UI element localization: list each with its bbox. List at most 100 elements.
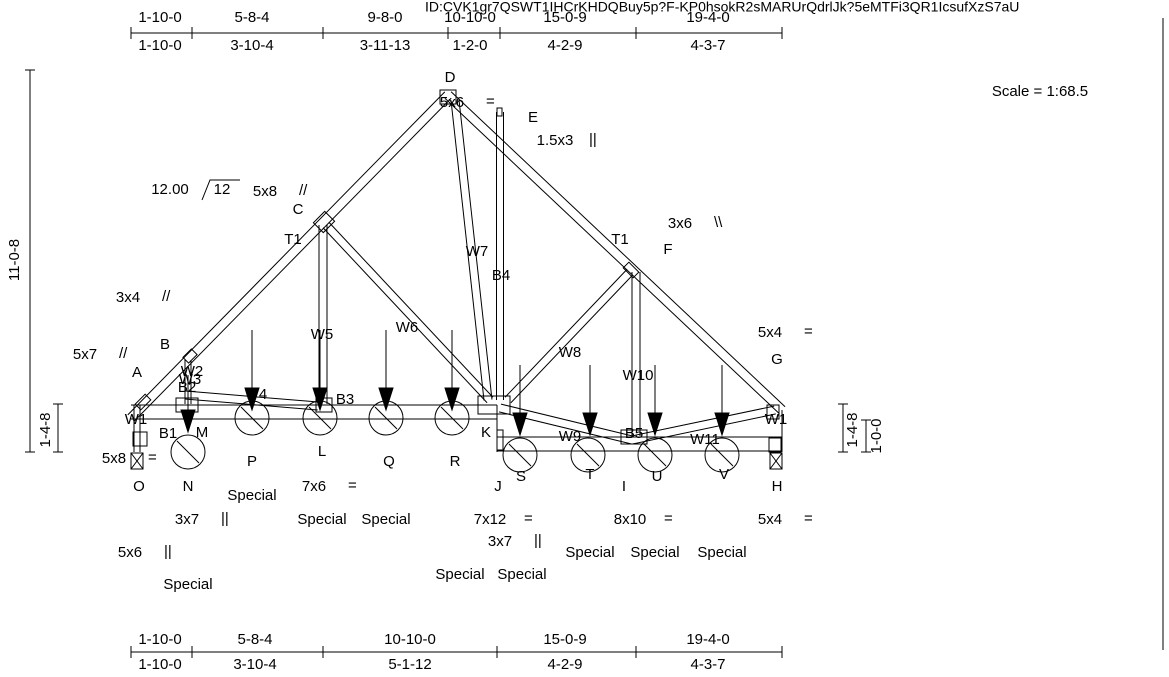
scale-label: Scale = 1:68.5 [992,83,1088,100]
plate-size: 3x7 [488,533,512,550]
load-arrow [181,410,195,432]
pitch-rise: 12.00 [151,181,189,198]
plate [497,430,503,450]
plate-size: 5x8 [253,183,277,200]
member-label: W9 [559,428,582,445]
load-label: Special [361,511,410,528]
dim-label: 1-10-0 [138,37,181,54]
plate [135,394,151,410]
dim-label: 4-2-9 [547,37,582,54]
dim-label: 4-2-9 [547,656,582,673]
plate-size: 5x6 [118,544,142,561]
joint-label: P [247,453,257,470]
dim-label: 3-10-4 [230,37,273,54]
member-label: W11 [690,431,720,448]
dim-label: 4-3-7 [690,656,725,673]
plate-symbol: = [664,510,673,527]
dim-label: 15-0-9 [543,631,586,648]
plate [623,262,639,278]
load-label: Special [697,544,746,561]
load-label: Special [163,576,212,593]
dim-label: 5-8-4 [237,631,272,648]
plate-size: 7x12 [474,511,507,528]
load-label: Special [297,511,346,528]
load-circle [177,441,199,463]
top-chord [451,92,785,407]
plate-size: 8x10 [614,511,647,528]
joint-label: B [160,336,170,353]
member-label: W7 [466,243,489,260]
load-circle [509,444,531,466]
dim-label: 5-1-12 [388,656,431,673]
joint-label: M [196,424,209,441]
member-label: W10 [623,367,654,384]
joint-label: L [318,443,326,460]
top-chord [128,92,445,415]
plate-symbol: || [164,543,172,560]
joint-label: E [528,109,538,126]
member-label: B1 [159,425,177,442]
member-label: B3 [336,391,354,408]
load-circle [577,444,599,466]
dim-label: 1-2-0 [452,37,487,54]
member-label: W8 [559,344,582,361]
load-arrow [445,388,459,410]
dim-label: 1-10-0 [138,9,181,26]
dim-label: 1-4-8 [37,412,54,447]
load-label: Special [630,544,679,561]
plate-size: 5x8 [102,450,126,467]
load-label: Special [227,487,276,504]
dim-label: 19-4-0 [686,631,729,648]
joint-label: T [585,466,594,483]
plate-symbol: = [524,510,533,527]
load-label: Special [565,544,614,561]
plate-symbol: = [148,449,157,466]
plate-symbol: = [348,477,357,494]
dim-label: 3-11-13 [360,37,411,54]
plate-size: 5x7 [73,346,97,363]
joint-label: F [663,241,672,258]
dim-label: 1-4-8 [844,412,861,447]
joint-label: Q [383,453,395,470]
joint-label: V [719,466,729,483]
joint-label: I [622,478,626,495]
member-label: W1 [125,411,148,428]
pitch-run: 12 [214,181,231,198]
load-arrow [379,388,393,410]
plate-size: 3x7 [175,511,199,528]
member-label: W5 [311,326,334,343]
plate-symbol: || [221,510,229,527]
joint-label: U [652,468,663,485]
joint-label: D [445,69,456,86]
joint-label: R [450,453,461,470]
dim-label: 1-10-0 [138,656,181,673]
joint-label: J [494,478,502,495]
plate-symbol: = [804,510,813,527]
load-label: Special [497,566,546,583]
dim-label: 10-10-0 [384,631,436,648]
plate-size: 3x6 [668,215,692,232]
member-label: W1 [765,411,788,428]
plate-symbol: = [486,93,495,110]
load-arrow [513,413,527,435]
dim-label: 11-0-8 [6,239,23,281]
member-label: T1 [611,231,629,248]
plate-size: 5x4 [758,324,782,341]
joint-label: O [133,478,145,495]
joint-label: H [772,478,783,495]
plate [497,108,502,116]
plate [769,438,781,452]
load-circle [644,444,666,466]
top-chord [445,98,779,413]
plate-size: 7x6 [302,478,326,495]
joint-label: S [516,468,526,485]
dim-label: 3-10-4 [233,656,276,673]
member-label: B4 [492,267,510,284]
dim-label: 15-0-9 [543,9,586,26]
joint-label: K [481,424,491,441]
plate-symbol: = [804,323,813,340]
plate-symbol: || [589,131,597,148]
joint-label: N [183,478,194,495]
dim-label: 1-0-0 [868,418,885,453]
plate-symbol: // [299,182,308,199]
